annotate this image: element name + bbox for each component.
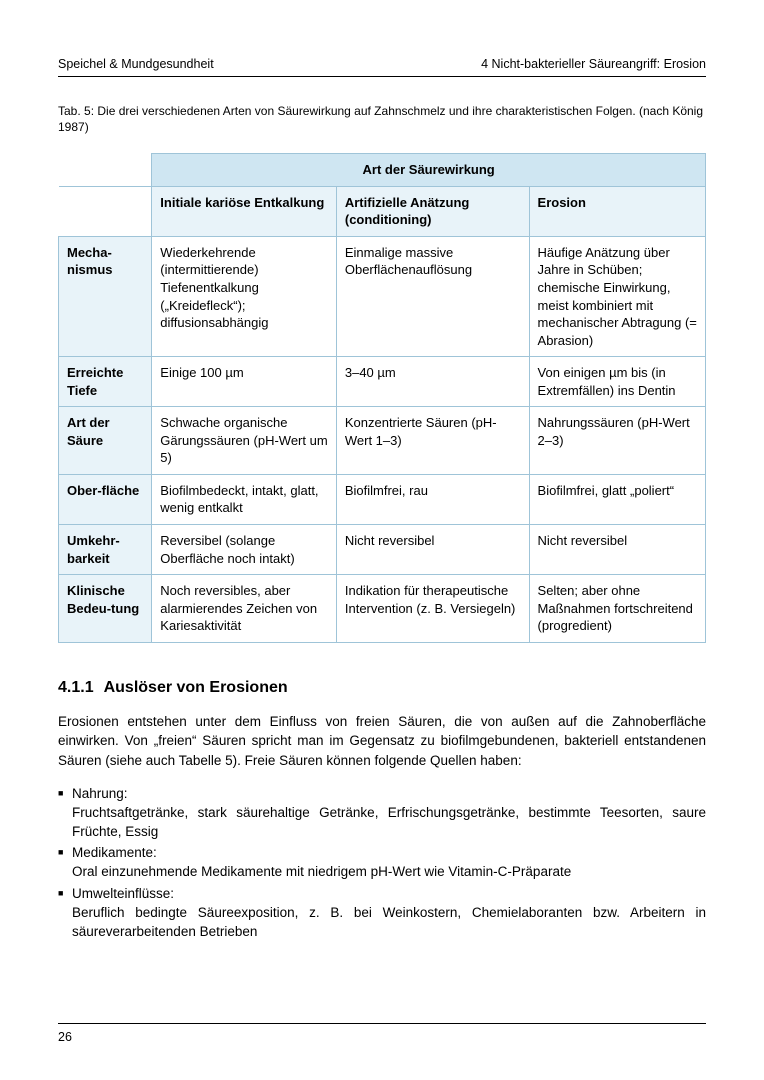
table-cell: Von einigen µm bis (in Extremfällen) ins… [529, 357, 705, 407]
list-item: Nahrung: Fruchtsaftgetränke, stark säure… [58, 784, 706, 841]
header-right: 4 Nicht-bakterieller Säureangriff: Erosi… [481, 56, 706, 73]
table-span-header: Art der Säurewirkung [152, 154, 706, 187]
header-left: Speichel & Mundgesundheit [58, 56, 214, 73]
table-cell: Häufige Anätzung über Jahre in Schüben; … [529, 236, 705, 356]
table-row: Umkehr-barkeit Reversibel (solange Oberf… [59, 525, 706, 575]
row-label: Art der Säure [59, 407, 152, 475]
table-row: Ober-fläche Biofilmbedeckt, intakt, glat… [59, 474, 706, 524]
col-header: Initiale kariöse Entkalkung [152, 186, 337, 236]
table-cell: Reversibel (solange Oberfläche noch inta… [152, 525, 337, 575]
table-row: Erreichte Tiefe Einige 100 µm 3–40 µm Vo… [59, 357, 706, 407]
bullet-body: Fruchtsaftgetränke, stark säurehaltige G… [58, 803, 706, 841]
acid-effect-table: Art der Säurewirkung Initiale kariöse En… [58, 153, 706, 642]
bullet-label: Umwelteinflüsse: [58, 886, 174, 901]
bullet-list: Nahrung: Fruchtsaftgetränke, stark säure… [58, 784, 706, 941]
section-title: Auslöser von Erosionen [104, 679, 288, 696]
bullet-label: Medikamente: [58, 845, 157, 860]
row-label: Mecha-nismus [59, 236, 152, 356]
table-cell: Konzentrierte Säuren (pH-Wert 1–3) [336, 407, 529, 475]
table-cell: Biofilmfrei, rau [336, 474, 529, 524]
table-cell: Wiederkehrende (intermittierende) Tiefen… [152, 236, 337, 356]
table-cell: Nahrungssäuren (pH-Wert 2–3) [529, 407, 705, 475]
table-cell: Einmalige massive Oberflächenauflösung [336, 236, 529, 356]
section-heading: 4.1.1 Auslöser von Erosionen [58, 677, 706, 699]
col-header: Artifizielle Anätzung (conditioning) [336, 186, 529, 236]
intro-paragraph: Erosionen entstehen unter dem Einfluss v… [58, 712, 706, 769]
table-cell: 3–40 µm [336, 357, 529, 407]
table-row: Art der Säure Schwache organische Gärung… [59, 407, 706, 475]
table-cell: Nicht reversibel [336, 525, 529, 575]
table-cell: Noch reversibles, aber alarmierendes Zei… [152, 575, 337, 643]
table-row: Klinische Bedeu-tung Noch reversibles, a… [59, 575, 706, 643]
row-label: Umkehr-barkeit [59, 525, 152, 575]
table-cell: Nicht reversibel [529, 525, 705, 575]
table-cell: Biofilmfrei, glatt „poliert“ [529, 474, 705, 524]
bullet-label: Nahrung: [58, 786, 128, 801]
table-cell: Einige 100 µm [152, 357, 337, 407]
page-number: 26 [58, 1030, 72, 1044]
list-item: Medikamente: Oral einzunehmende Medikame… [58, 843, 706, 881]
table-cell: Schwache organische Gärungssäuren (pH-We… [152, 407, 337, 475]
table-cell: Indikation für therapeutische Interventi… [336, 575, 529, 643]
table-cell: Selten; aber ohne Maßnahmen fortschreite… [529, 575, 705, 643]
table-row: Mecha-nismus Wiederkehrende (intermittie… [59, 236, 706, 356]
row-label: Ober-fläche [59, 474, 152, 524]
table-corner-2 [59, 186, 152, 236]
table-corner [59, 154, 152, 187]
bullet-body: Beruflich bedingte Säureexposition, z. B… [58, 903, 706, 941]
bullet-body: Oral einzunehmende Medikamente mit niedr… [58, 862, 706, 881]
section-number: 4.1.1 [58, 679, 94, 696]
list-item: Umwelteinflüsse: Beruflich bedingte Säur… [58, 884, 706, 941]
row-label: Erreichte Tiefe [59, 357, 152, 407]
table-cell: Biofilmbedeckt, intakt, glatt, wenig ent… [152, 474, 337, 524]
page-footer: 26 [58, 1023, 706, 1046]
page-header: Speichel & Mundgesundheit 4 Nicht-bakter… [58, 56, 706, 77]
col-header: Erosion [529, 186, 705, 236]
table-caption: Tab. 5: Die drei verschiedenen Arten von… [58, 103, 706, 135]
row-label: Klinische Bedeu-tung [59, 575, 152, 643]
